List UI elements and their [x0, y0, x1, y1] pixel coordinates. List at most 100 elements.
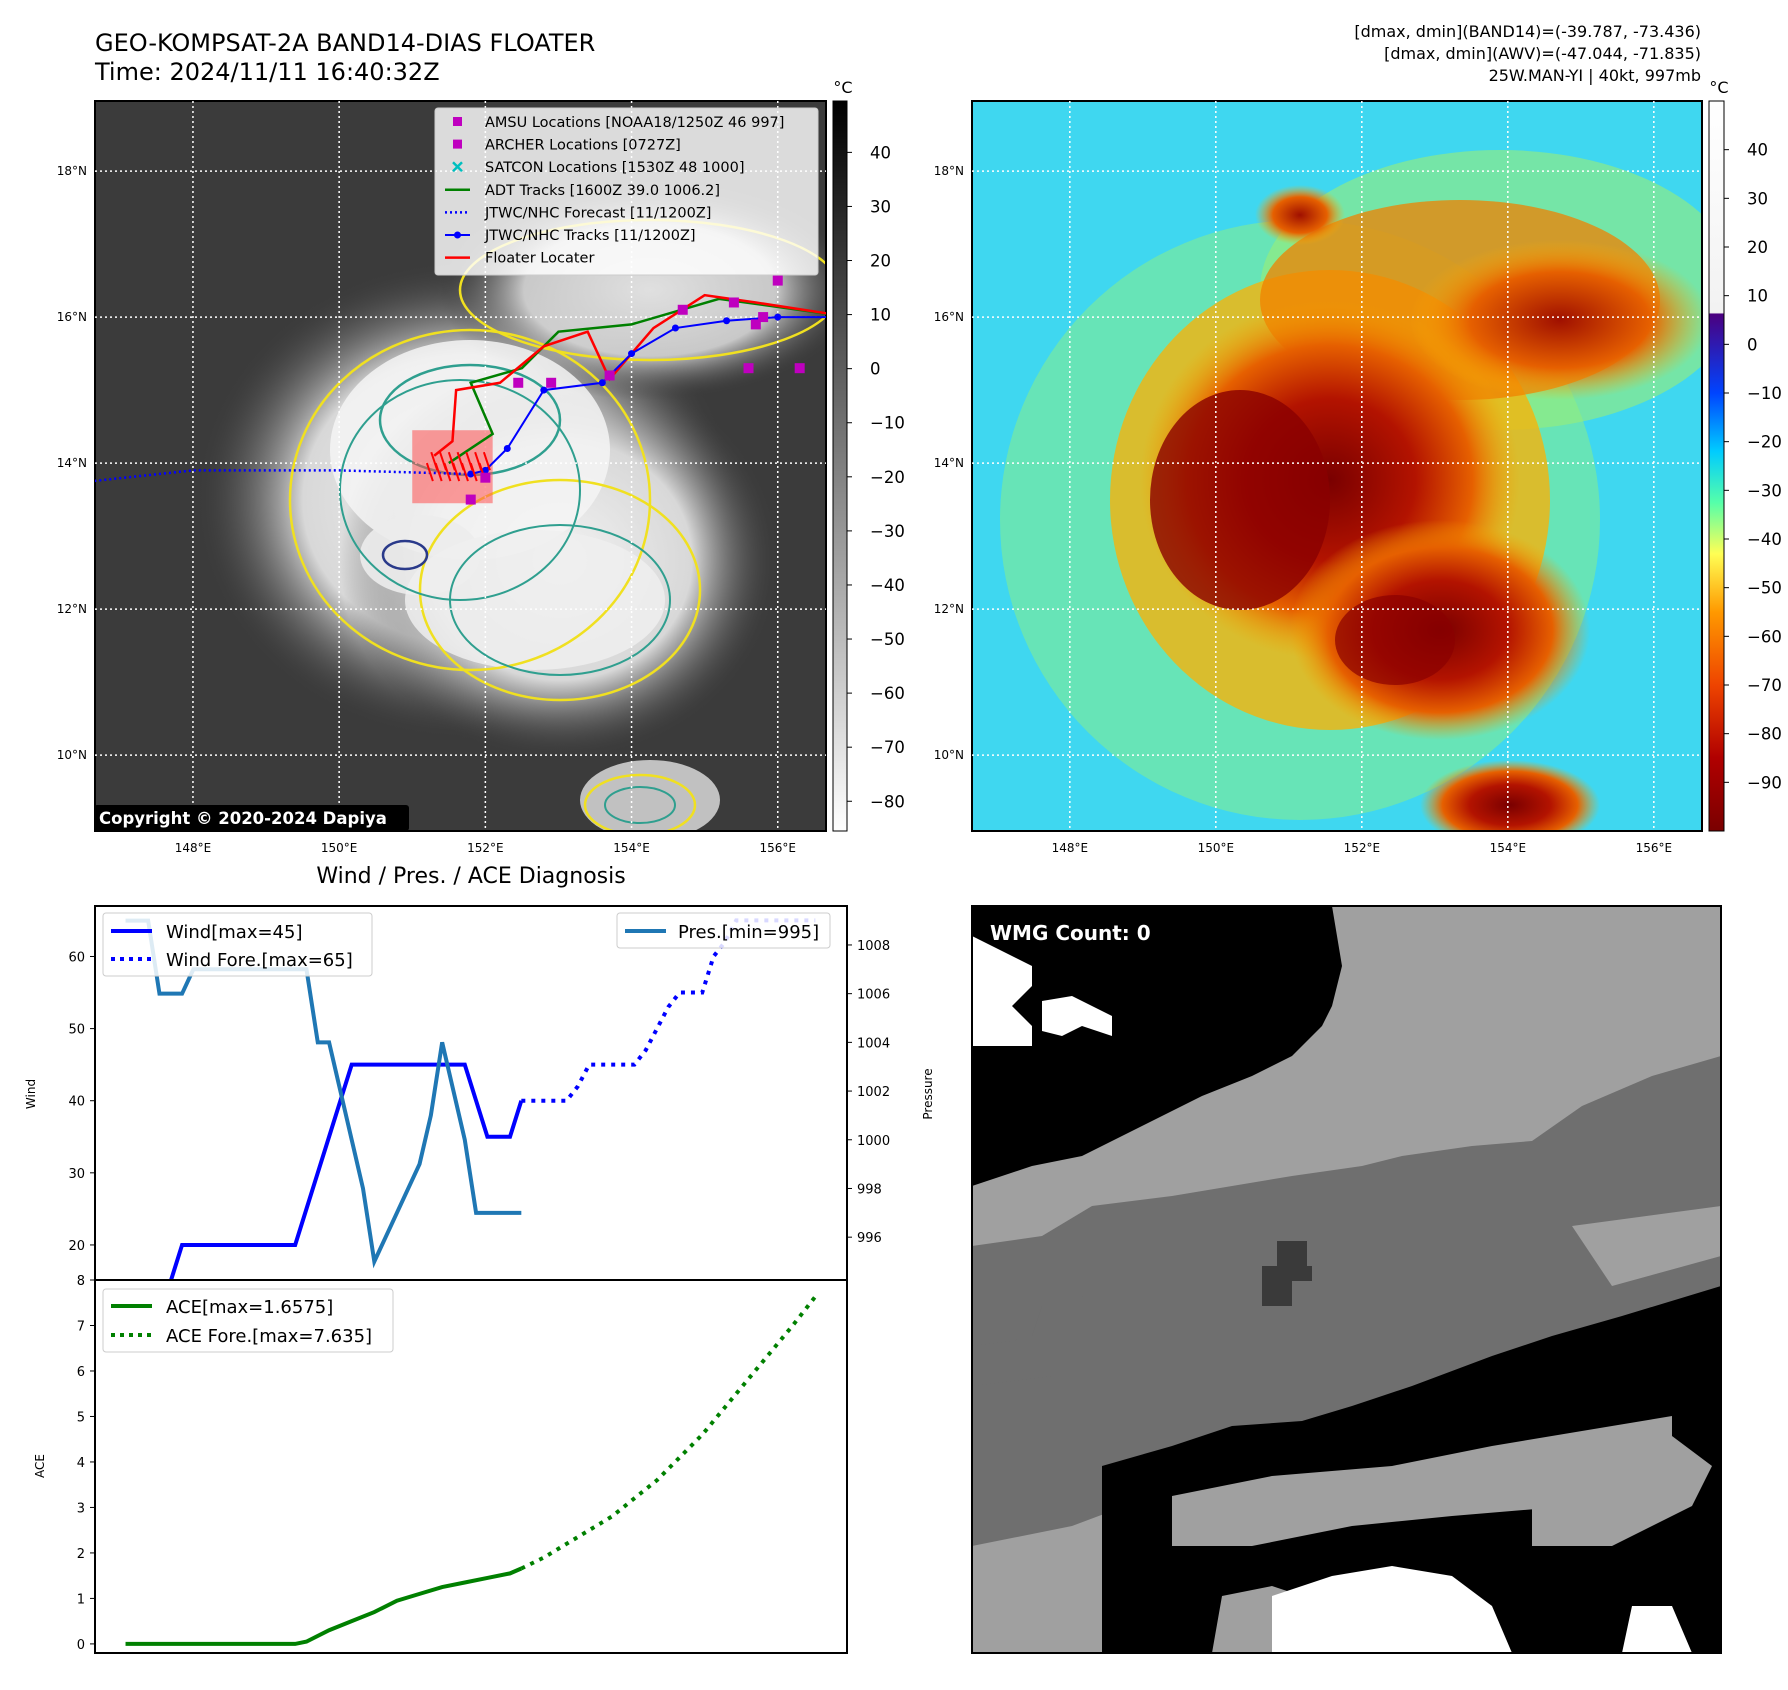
wind-tick-label: 50 [68, 1023, 85, 1038]
colorbar-tick-label: 10 [870, 306, 891, 325]
ace-legend-box [102, 1288, 394, 1353]
ace-tick-label: 8 [77, 1274, 85, 1289]
lat-tick-label: 12°N [57, 602, 87, 616]
wind-legend-label: Wind[max=45] [166, 922, 303, 943]
colorbar-gray-bar [832, 100, 848, 832]
diagnosis-title: Wind / Pres. / ACE Diagnosis [316, 864, 625, 889]
colorbar-tick-label: −30 [1747, 481, 1782, 500]
ir-color-clouds [1000, 150, 1702, 831]
ace-legend-label: ACE[max=1.6575] [166, 1297, 333, 1318]
jtwc-track-point [628, 350, 636, 358]
colorbar-color-unit: °C [1709, 78, 1728, 97]
series-wind-max- [125, 1062, 524, 1283]
colorbar-tick-label: −10 [1747, 384, 1782, 403]
floater-track-line [433, 293, 826, 457]
pressure-tick-label: 996 [857, 1231, 882, 1246]
ir-color-map: 148°E 150°E 152°E 154°E 156°E 18°N 16°N 14°N 12°… [934, 100, 1703, 855]
wmg-panel: WMG Count: 0 [971, 905, 1722, 1654]
jtwc-forecast-line [95, 469, 471, 483]
wind-tick-label: 40 [68, 1095, 85, 1110]
wind-tick-label: 30 [68, 1167, 85, 1182]
colorbar-tick-label: 10 [1747, 287, 1768, 306]
amsu-point [480, 472, 491, 483]
colorbar-color: °C 40 30 20 10 0 −10 −20 −30 −40 −50 −60 −70 −80 −90 [1708, 78, 1782, 832]
pres-legend-box [616, 912, 831, 949]
colorbar-tick-label: −30 [870, 522, 905, 541]
ir-color-frame [971, 100, 1703, 832]
lon-tick-label: 154°E [613, 841, 650, 855]
floater-locator-mark [452, 462, 461, 482]
colorbar-tick-label: −20 [1747, 433, 1782, 452]
amsu-point [794, 363, 805, 374]
ace-tick-label: 0 [77, 1638, 85, 1653]
lat-tick-label: 18°N [934, 164, 964, 178]
lon-tick-label: 148°E [1052, 841, 1089, 855]
colorbar-tick-label: −50 [870, 630, 905, 649]
colorbar-tick-label: −20 [870, 468, 905, 487]
colorbar-tick-label: 0 [1747, 335, 1758, 354]
figure-title: GEO-KOMPSAT-2A BAND14-DIAS FLOATER [95, 29, 595, 57]
floater-locator-mark [461, 462, 469, 482]
pressure-axis-label: Pressure [921, 1068, 935, 1119]
jtwc-track-point [467, 470, 475, 478]
colorbar-tick-label: −60 [870, 684, 905, 703]
amsu-point [743, 363, 754, 374]
copyright-text: Copyright © 2020-2024 Dapiya [99, 809, 387, 828]
colorbar-tick-label: −90 [1747, 773, 1782, 792]
colorbar-tick-label: 30 [870, 197, 891, 216]
legend-label: ARCHER Locations [0727Z] [485, 138, 681, 154]
series-ace-max- [125, 1566, 523, 1646]
copyright-badge [94, 805, 409, 831]
colorbar-gray-unit: °C [833, 78, 852, 97]
info-band14: [dmax, dmin](BAND14)=(-39.787, -73.436) [1354, 22, 1701, 41]
legend-label: SATCON Locations [1530Z 48 1000] [485, 160, 744, 176]
amsu-point [677, 304, 688, 315]
info-awv: [dmax, dmin](AWV)=(-47.044, -71.835) [1384, 44, 1701, 63]
lat-tick-label: 14°N [934, 456, 964, 470]
ace-tick-label: 5 [77, 1410, 85, 1425]
amsu-point [465, 494, 476, 505]
ace-tick-label: 4 [77, 1456, 85, 1471]
lat-tick-label: 10°N [57, 748, 87, 762]
jtwc-track-point [774, 313, 782, 321]
pressure-tick-label: 1008 [857, 939, 890, 954]
ir-color-axis-ticks: 148°E 150°E 152°E 154°E 156°E 18°N 16°N 14°N 12°… [934, 164, 1672, 855]
ace-fore-legend-label: ACE Fore.[max=7.635] [166, 1326, 372, 1347]
ace-panel: 8 7 6 5 4 3 2 1 0 ACE ACE[max=1.6575] ACE Fore.[… [33, 1274, 848, 1654]
colorbar-tick-label: −70 [870, 738, 905, 757]
map-legend: AMSU Locations [NOAA18/1250Z 46 997] ARCH… [434, 107, 819, 276]
colorbar-gray: °C 40 30 20 10 0 −10 −20 −30 −40 −50 −60 −70 −80 [832, 78, 905, 832]
lon-tick-label: 156°E [760, 841, 797, 855]
lat-tick-label: 10°N [934, 748, 964, 762]
legend-label: JTWC/NHC Tracks [11/1200Z] [484, 228, 696, 244]
ace-tick-label: 3 [77, 1501, 85, 1516]
legend-label: ADT Tracks [1600Z 39.0 1006.2] [485, 183, 720, 199]
floater-locator-mark [443, 462, 452, 482]
wmg-image [972, 906, 1721, 1653]
colorbar-tick-label: 0 [870, 360, 881, 379]
legend-label: AMSU Locations [NOAA18/1250Z 46 997] [485, 115, 784, 131]
colorbar-tick-label: 40 [870, 143, 891, 162]
ace-tick-label: 2 [77, 1547, 85, 1562]
jtwc-track-point [723, 317, 731, 325]
colorbar-tick-label: −70 [1747, 676, 1782, 695]
lat-tick-label: 16°N [57, 310, 87, 324]
lon-tick-label: 150°E [1198, 841, 1235, 855]
lat-tick-label: 18°N [57, 164, 87, 178]
floater-locator-mark [425, 462, 434, 482]
lon-tick-label: 152°E [1344, 841, 1381, 855]
colorbar-tick-label: −40 [1747, 530, 1782, 549]
wind-fore-legend-label: Wind Fore.[max=65] [166, 950, 353, 971]
pressure-tick-label: 1006 [857, 988, 890, 1003]
lon-tick-label: 154°E [1490, 841, 1527, 855]
lat-tick-label: 16°N [934, 310, 964, 324]
lon-tick-label: 152°E [467, 841, 504, 855]
ace-axis-label: ACE [33, 1454, 47, 1478]
colorbar-tick-label: 30 [1747, 189, 1768, 208]
floater-locator-mark [434, 462, 443, 482]
lon-tick-label: 156°E [1636, 841, 1673, 855]
wmg-count: WMG Count: 0 [990, 921, 1151, 945]
pres-legend-label: Pres.[min=995] [678, 922, 819, 943]
ace-tick-label: 6 [77, 1365, 85, 1380]
pressure-tick-label: 1000 [857, 1134, 890, 1149]
